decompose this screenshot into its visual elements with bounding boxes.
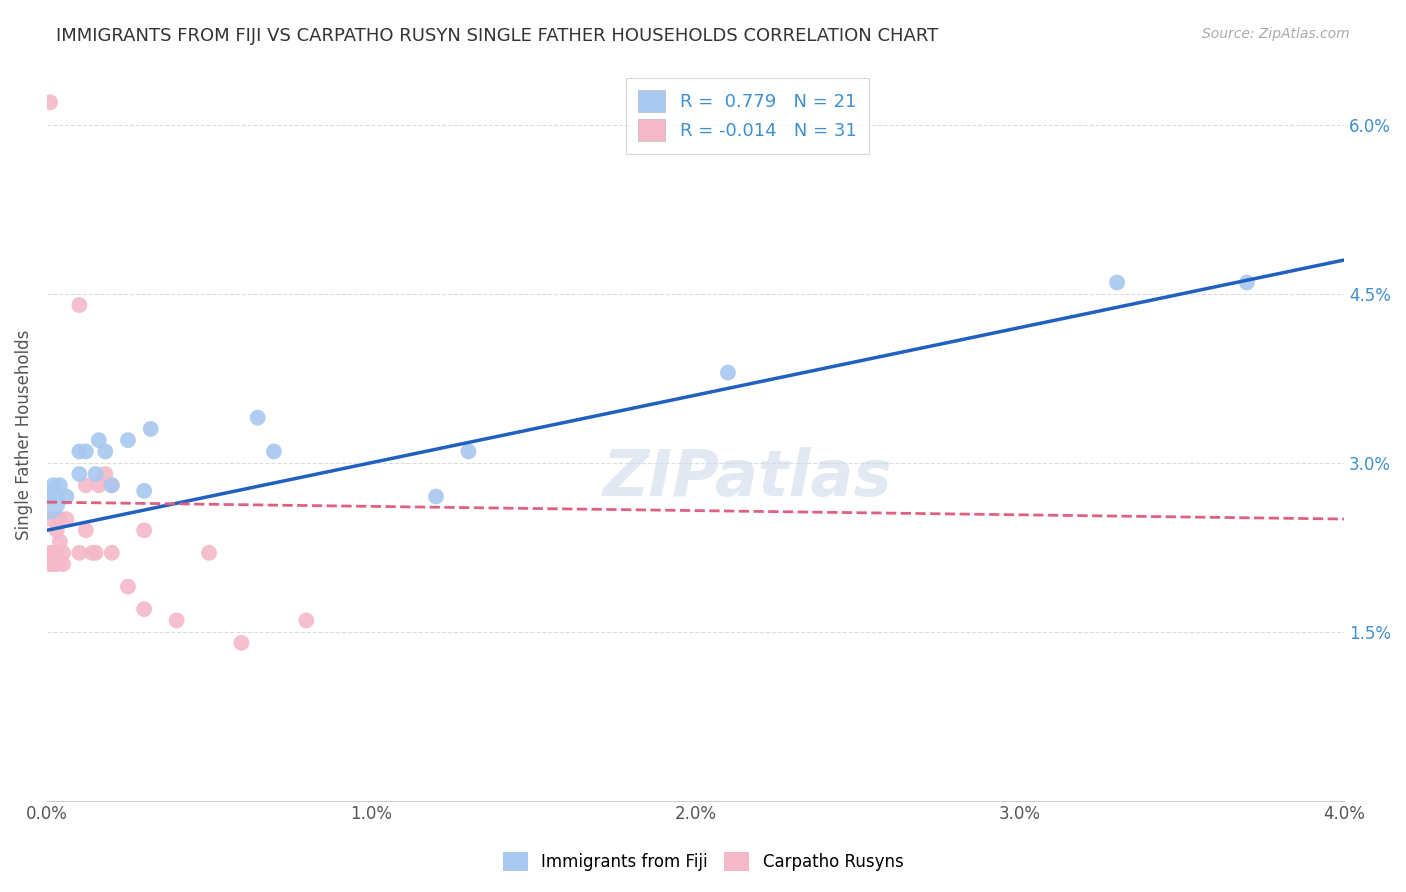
- Point: [42, 557, 65, 571]
- Point: [67, 546, 90, 560]
- Point: [45, 557, 67, 571]
- Point: [717, 366, 740, 380]
- Point: [295, 614, 318, 628]
- Point: [82, 546, 104, 560]
- Point: [139, 422, 162, 436]
- Point: [75, 478, 97, 492]
- Point: [134, 524, 156, 538]
- Point: [117, 580, 139, 594]
- Legend: Immigrants from Fiji, Carpatho Rusyns: Immigrants from Fiji, Carpatho Rusyns: [495, 843, 911, 880]
- Point: [166, 614, 188, 628]
- Point: [1107, 276, 1129, 290]
- Text: ZIPatlas: ZIPatlas: [603, 448, 893, 509]
- Text: Source: ZipAtlas.com: Source: ZipAtlas.com: [1202, 27, 1350, 41]
- Point: [67, 444, 90, 458]
- Point: [94, 467, 117, 481]
- Point: [84, 467, 107, 481]
- Point: [39, 490, 62, 504]
- Point: [1236, 276, 1258, 290]
- Point: [67, 298, 90, 312]
- Point: [42, 478, 65, 492]
- Point: [55, 512, 77, 526]
- Point: [39, 557, 62, 571]
- Y-axis label: Single Father Households: Single Father Households: [15, 329, 32, 540]
- Point: [45, 546, 67, 560]
- Point: [117, 433, 139, 447]
- Point: [52, 546, 75, 560]
- Point: [75, 444, 97, 458]
- Point: [100, 478, 122, 492]
- Point: [100, 546, 122, 560]
- Point: [84, 546, 107, 560]
- Point: [38, 495, 60, 509]
- Point: [49, 512, 72, 526]
- Point: [87, 433, 110, 447]
- Point: [198, 546, 221, 560]
- Point: [39, 95, 62, 110]
- Point: [231, 636, 253, 650]
- Point: [39, 546, 62, 560]
- Point: [134, 483, 156, 498]
- Point: [55, 490, 77, 504]
- Point: [263, 444, 285, 458]
- Point: [52, 557, 75, 571]
- Point: [39, 512, 62, 526]
- Legend: R =  0.779   N = 21, R = -0.014   N = 31: R = 0.779 N = 21, R = -0.014 N = 31: [626, 78, 869, 154]
- Point: [42, 546, 65, 560]
- Point: [425, 490, 447, 504]
- Point: [45, 524, 67, 538]
- Point: [75, 524, 97, 538]
- Point: [67, 467, 90, 481]
- Point: [87, 478, 110, 492]
- Point: [94, 444, 117, 458]
- Point: [134, 602, 156, 616]
- Point: [457, 444, 479, 458]
- Point: [100, 478, 122, 492]
- Point: [49, 534, 72, 549]
- Point: [246, 410, 269, 425]
- Text: IMMIGRANTS FROM FIJI VS CARPATHO RUSYN SINGLE FATHER HOUSEHOLDS CORRELATION CHAR: IMMIGRANTS FROM FIJI VS CARPATHO RUSYN S…: [56, 27, 938, 45]
- Point: [49, 478, 72, 492]
